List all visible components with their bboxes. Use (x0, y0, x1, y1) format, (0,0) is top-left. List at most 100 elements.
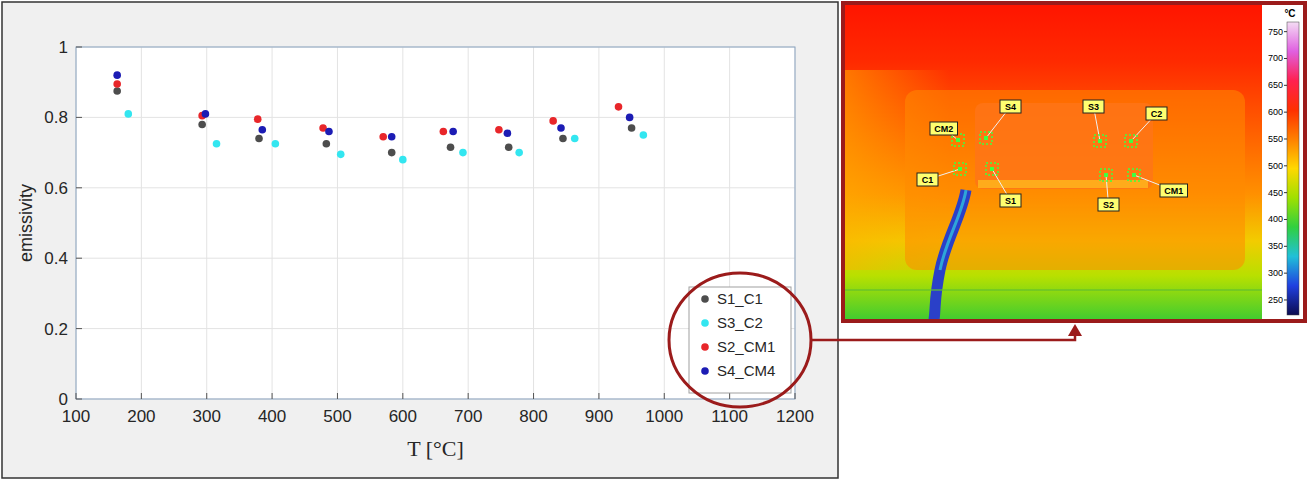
colorbar-tick (1284, 85, 1287, 86)
colorbar-label: 650 (1268, 80, 1283, 90)
thermal-shade (845, 70, 1262, 270)
legend-marker (701, 295, 709, 303)
colorbar-tick (1284, 192, 1287, 193)
colorbar-label: 750 (1268, 27, 1283, 37)
colorbar-panel (1262, 5, 1302, 320)
tick (795, 393, 796, 399)
colorbar-label: 700 (1268, 53, 1283, 63)
y-axis-title: emissivity (16, 184, 36, 262)
legend-box (689, 287, 791, 393)
colorbar-unit: °C (1284, 8, 1295, 19)
roi-marker (980, 132, 992, 144)
point-label-box (1098, 198, 1119, 211)
specimen-edge (978, 180, 1148, 188)
thermal-image (845, 5, 1262, 320)
plot-frame (76, 47, 795, 399)
point-label-box (930, 122, 958, 135)
point-label-box (1160, 184, 1188, 197)
grid-line (76, 258, 795, 259)
point (202, 110, 210, 118)
tick (533, 393, 534, 399)
tube (934, 190, 966, 320)
tick-label: 300 (193, 407, 221, 426)
tick-label: 0.2 (44, 320, 68, 339)
point (379, 133, 387, 141)
colorbar-label: 400 (1268, 214, 1283, 224)
grid-line (76, 117, 795, 118)
legend: S1_C1S3_C2S2_CM1S4_CM4 (689, 287, 791, 393)
grid-line (598, 47, 599, 399)
tick-label: 400 (258, 407, 286, 426)
tick (206, 393, 207, 399)
roi-center (984, 136, 988, 140)
point (495, 126, 503, 134)
point-label-box (1083, 100, 1104, 113)
point (449, 128, 457, 136)
point (255, 135, 263, 143)
roi-center (1129, 139, 1133, 143)
point (113, 80, 121, 88)
grid-line (468, 47, 469, 399)
bench-edge (845, 289, 1262, 291)
roi-marker (952, 134, 964, 146)
legend-marker (701, 319, 709, 327)
point (628, 124, 636, 132)
point (198, 121, 206, 129)
point-label: S4 (1005, 102, 1016, 112)
legend-label: S4_CM4 (717, 362, 775, 379)
legend-marker (701, 343, 709, 351)
point (388, 149, 396, 157)
point (337, 151, 345, 159)
grid-line (664, 47, 665, 399)
colorbar-tick (1284, 299, 1287, 300)
tick (76, 399, 82, 400)
colorbar-label: 550 (1268, 134, 1283, 144)
plate (905, 90, 1245, 270)
tick-label: 1200 (776, 407, 814, 426)
tick (402, 393, 403, 399)
point (213, 140, 221, 148)
page: 1002003004005006007008009001000110012000… (0, 0, 1310, 481)
legend-label: S2_CM1 (717, 338, 775, 355)
point (272, 140, 280, 148)
tick (598, 393, 599, 399)
colorbar-tick (1284, 31, 1287, 32)
tick-label: 800 (519, 407, 547, 426)
point (258, 126, 266, 134)
roi-marker (1094, 135, 1106, 147)
colorbar-label: 600 (1268, 107, 1283, 117)
roi-marker (1128, 169, 1140, 181)
tick (76, 393, 77, 399)
point (459, 149, 467, 157)
colorbar-label: 350 (1268, 241, 1283, 251)
roi-marker (1100, 169, 1112, 181)
tick-label: 0.4 (44, 249, 68, 268)
image-border (843, 3, 1305, 321)
point (399, 156, 407, 164)
roi-center (956, 138, 960, 142)
colorbar-label: 500 (1268, 161, 1283, 171)
point (440, 128, 448, 136)
tick (76, 258, 82, 259)
tick (729, 393, 730, 399)
tick-label: 1000 (645, 407, 683, 426)
colorbar-tick (1284, 273, 1287, 274)
tube-highlight (940, 190, 966, 270)
tick-label: 1 (59, 38, 68, 57)
chart-panel (2, 2, 838, 478)
colorbar-tick (1284, 58, 1287, 59)
tick (76, 117, 82, 118)
point (571, 135, 579, 143)
grid-line (141, 47, 142, 399)
point (626, 114, 634, 122)
arrow (811, 334, 1075, 340)
tick-label: 500 (323, 407, 351, 426)
tick-label: 0.8 (44, 108, 68, 127)
point (113, 87, 121, 95)
plot-area (76, 47, 795, 399)
point (323, 140, 331, 148)
point-label: C1 (922, 175, 934, 185)
specimen (975, 103, 1153, 189)
grid-line (76, 187, 795, 188)
colorbar-tick (1284, 219, 1287, 220)
